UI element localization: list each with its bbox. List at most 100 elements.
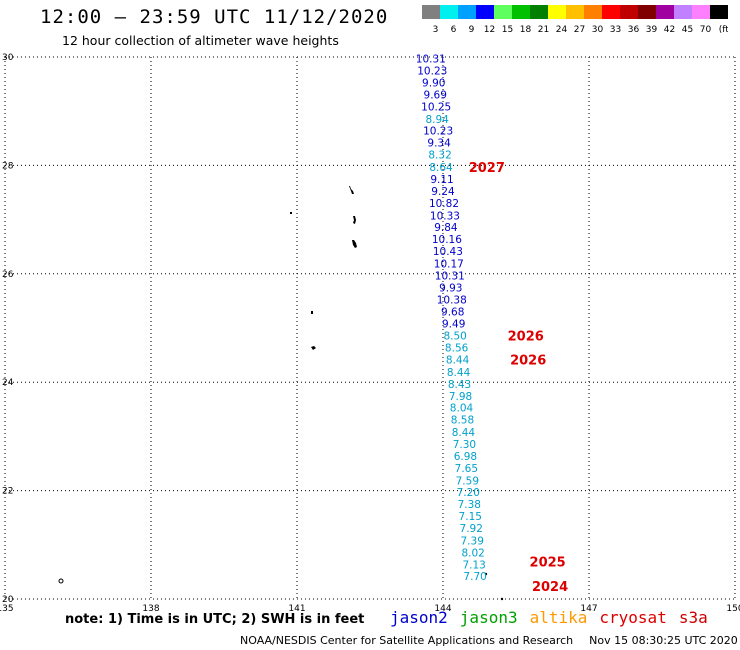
y-tick-label: 30: [2, 53, 14, 63]
wave-height-point: 7.92: [460, 523, 483, 535]
legend-swatch: [710, 5, 728, 19]
legend-swatch: [512, 5, 530, 19]
island: [290, 212, 292, 214]
wave-height-point: 7.39: [461, 535, 484, 547]
island: [500, 597, 504, 601]
pass-annotation: 2026: [510, 353, 546, 368]
wave-height-point: 8.64: [429, 162, 453, 174]
wave-height-point: 8.44: [447, 367, 471, 379]
pass-annotation: 2024: [532, 580, 568, 595]
legend-label: 3: [433, 25, 439, 35]
x-tick-label: 138: [142, 604, 159, 614]
legend-swatch: [494, 5, 512, 19]
pass-annotation: 2027: [469, 161, 505, 176]
legend-swatch: [476, 5, 494, 19]
wave-height-point: 8.94: [425, 114, 449, 126]
island: [311, 311, 313, 314]
legend-label: (ft): [719, 25, 728, 35]
legend-label: 27: [574, 25, 585, 35]
y-tick-label: 26: [2, 270, 14, 280]
legend-label: 21: [538, 25, 549, 35]
legend-swatch: [440, 5, 458, 19]
wave-height-point: 7.59: [456, 475, 479, 487]
island: [58, 578, 64, 584]
wave-height-point: 10.17: [434, 259, 464, 271]
wave-height-point: 7.30: [453, 439, 476, 451]
wave-height-point: 6.98: [454, 451, 477, 463]
legend-label: 36: [628, 25, 640, 35]
wave-height-point: 7.13: [462, 559, 485, 571]
legend-label: 15: [502, 25, 513, 35]
legend-swatch: [674, 5, 692, 19]
chart-subtitle: 12 hour collection of altimeter wave hei…: [62, 33, 339, 48]
wave-height-labels: 10.3110.239.909.6910.258.9410.239.348.32…: [416, 54, 487, 584]
wave-height-point: 9.90: [422, 77, 445, 89]
chart-title: 12:00 – 23:59 UTC 11/12/2020: [40, 6, 389, 28]
y-tick-label: 24: [2, 378, 14, 388]
pass-annotations: 2027 2026 2026 2025 2024: [469, 161, 568, 595]
legend-swatch: [566, 5, 584, 19]
island: [311, 346, 316, 350]
land-islands: [58, 186, 504, 601]
satellite-legend: jason2 jason3 altika cryosat s3a: [390, 608, 720, 627]
satellite-label: cryosat: [599, 608, 667, 627]
wave-height-point: 10.23: [423, 126, 453, 138]
wave-height-point: 8.43: [448, 379, 471, 391]
legend-label: 12: [484, 25, 495, 35]
pass-annotation: 2026: [508, 330, 544, 345]
wave-height-point: 10.31: [416, 54, 446, 66]
x-tick-label: 135: [0, 604, 14, 614]
legend-swatch: [602, 5, 620, 19]
satellite-label: s3a: [678, 608, 708, 627]
legend-label: 42: [664, 25, 675, 35]
pass-annotation: 2025: [530, 556, 566, 571]
wave-height-point: 7.98: [449, 391, 472, 403]
wave-height-point: 7.38: [458, 499, 481, 511]
legend-swatch: [620, 5, 638, 19]
legend-swatch: [548, 5, 566, 19]
wave-height-point: 8.50: [443, 331, 466, 343]
legend-label: 33: [610, 25, 621, 35]
wave-height-point: 7.65: [455, 463, 478, 475]
island: [349, 186, 354, 194]
wave-height-point: 10.25: [421, 101, 451, 113]
wave-height-point: 10.16: [432, 234, 462, 246]
wave-height-point: 10.23: [417, 66, 447, 78]
legend-label: 9: [469, 25, 475, 35]
legend-label: 39: [646, 25, 658, 35]
satellite-label: altika: [529, 608, 588, 627]
y-tick-label: 22: [2, 487, 13, 497]
legend-swatch: [638, 5, 656, 19]
x-tick-label: 144: [434, 604, 451, 614]
legend-label: 18: [520, 25, 532, 35]
legend-swatch: [530, 5, 548, 19]
wave-height-point: 8.02: [461, 547, 484, 559]
wave-height-point: 9.84: [434, 222, 458, 234]
island: [353, 216, 356, 224]
satellite-label: jason2: [390, 608, 448, 627]
wave-height-point: 7.70: [463, 571, 486, 583]
wave-height-point: 10.38: [437, 294, 467, 306]
wave-height-point: 8.32: [428, 150, 451, 162]
y-tick-label: 20: [2, 595, 14, 605]
wave-height-point: 7.20: [457, 487, 480, 499]
axis-tick-labels: 135 138 141 144 147 150 20 22 24 26 28 30: [0, 53, 740, 614]
legend-label: 45: [682, 25, 693, 35]
legend-label: 24: [556, 25, 568, 35]
wave-height-point: 8.56: [445, 343, 469, 355]
legend-label: 70: [700, 25, 712, 35]
wave-height-point: 10.82: [429, 198, 459, 210]
wave-height-point: 9.34: [427, 138, 451, 150]
wave-height-point: 9.24: [431, 186, 455, 198]
legend-swatch: [458, 5, 476, 19]
legend-swatch: [422, 5, 440, 19]
wave-height-point: 8.58: [451, 415, 474, 427]
y-tick-label: 28: [2, 161, 14, 171]
wave-height-point: 8.44: [452, 427, 476, 439]
gridlines: [4, 56, 736, 600]
wave-height-point: 9.69: [424, 89, 447, 101]
wave-height-point: 9.49: [442, 319, 465, 331]
wave-height-point: 10.31: [435, 270, 465, 282]
